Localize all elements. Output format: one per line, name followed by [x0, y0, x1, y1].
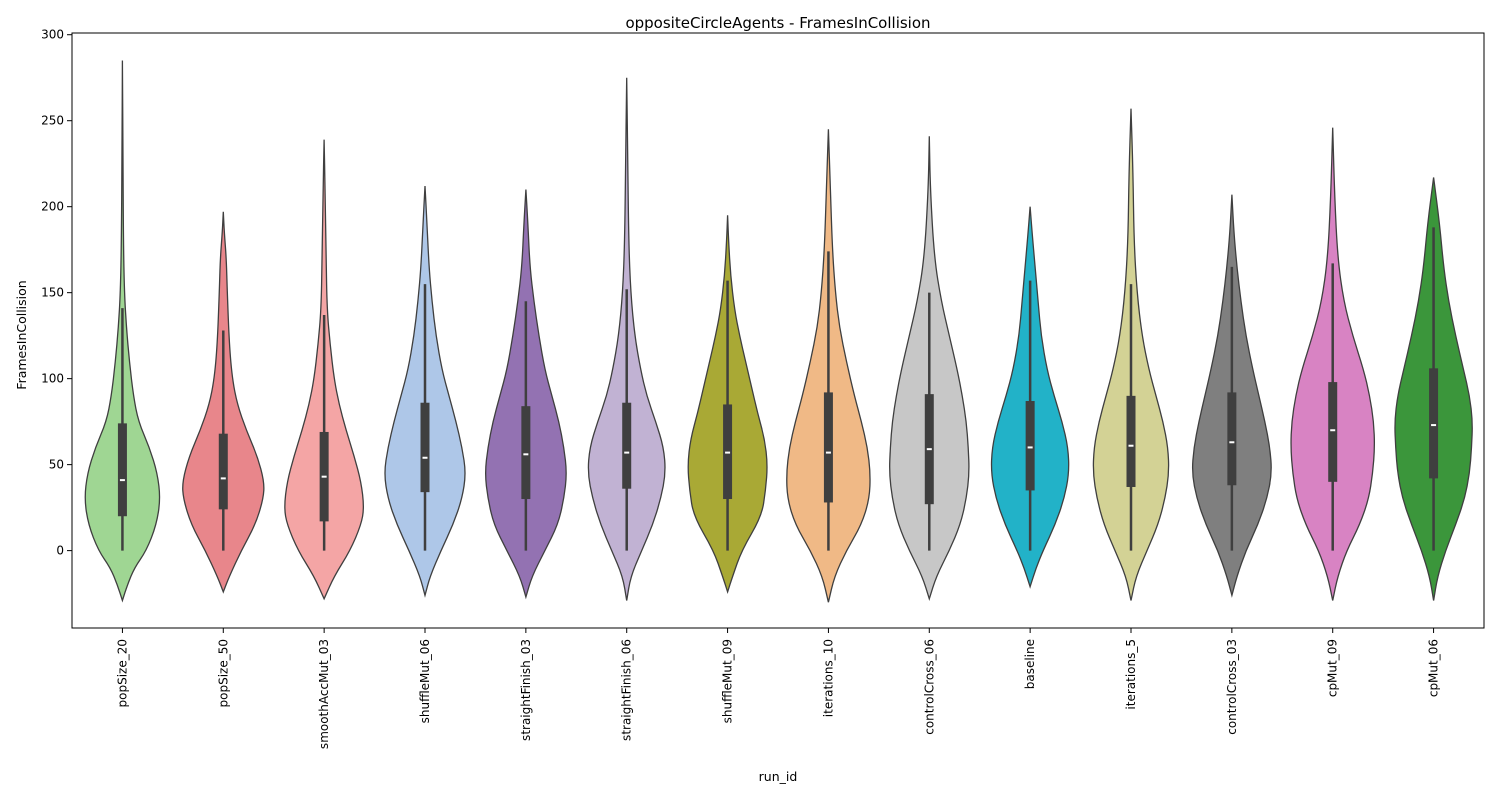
x-tick-label: controlCross_03: [1225, 639, 1239, 735]
x-tick-label: shuffleMut_09: [721, 639, 735, 723]
x-tick-label: popSize_50: [216, 639, 230, 707]
y-tick-label: 0: [56, 544, 64, 558]
plot-frame: [71, 32, 1485, 629]
violins-layer: [84, 60, 1473, 603]
x-tick-label: baseline: [1023, 639, 1037, 689]
x-tick-label: iterations_5: [1124, 639, 1138, 710]
x-axis: popSize_20 popSize_50 smoothAccMut_03 shuff…: [115, 628, 1441, 749]
y-tick-label: 250: [41, 114, 64, 128]
y-tick-label: 50: [49, 458, 64, 472]
violin-iqr-box: [1025, 401, 1035, 491]
violin-iqr-box: [521, 406, 531, 500]
violin-iqr-box: [1328, 382, 1338, 482]
x-tick-label: smoothAccMut_03: [317, 639, 331, 749]
x-tick-label: iterations_10: [821, 639, 835, 717]
y-tick-label: 300: [41, 28, 64, 42]
x-tick-label: cpMut_06: [1427, 639, 1441, 697]
violin-iqr-box: [117, 423, 127, 517]
chart-title: oppositeCircleAgents - FramesInCollision: [625, 14, 930, 32]
violin-iqr-box: [622, 402, 632, 489]
y-axis-title: FramesInCollision: [14, 280, 29, 389]
x-axis-title: run_id: [759, 769, 798, 784]
violin-iqr-box: [420, 402, 430, 493]
y-tick-label: 150: [41, 286, 64, 300]
x-tick-label: straightFinish_03: [519, 639, 533, 741]
violin-iqr-box: [1126, 395, 1136, 487]
x-tick-label: controlCross_06: [922, 639, 936, 735]
y-tick-label: 100: [41, 372, 64, 386]
violin-iqr-box: [218, 433, 228, 510]
violin-iqr-box: [1227, 392, 1237, 486]
x-tick-label: straightFinish_06: [620, 639, 634, 741]
y-axis: 0 50 100 150 200 250 300: [41, 28, 72, 558]
x-tick-label: cpMut_09: [1326, 639, 1340, 697]
x-tick-label: shuffleMut_06: [418, 639, 432, 723]
x-tick-label: popSize_20: [115, 639, 129, 707]
y-tick-label: 200: [41, 200, 64, 214]
violin-iqr-box: [1429, 368, 1439, 479]
violin-iqr-box: [823, 392, 833, 503]
